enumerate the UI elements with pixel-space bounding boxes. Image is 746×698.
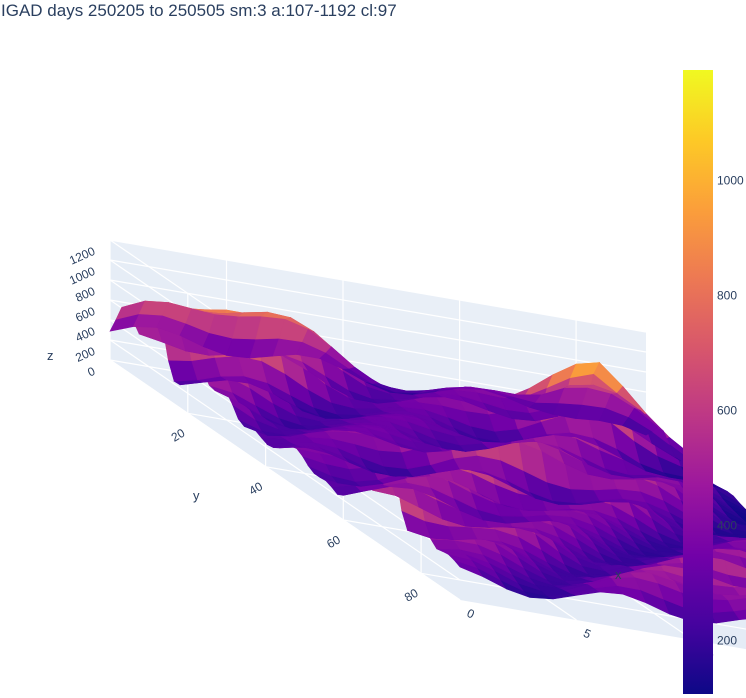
colorbar-tick-label: 400 xyxy=(717,519,737,533)
colorbar-tick-label: 200 xyxy=(717,634,737,648)
colorbar-gradient xyxy=(683,70,713,694)
colorbar-tick-label: 1000 xyxy=(717,173,744,187)
z-tick-label: 600 xyxy=(73,304,97,325)
x-axis-title: x xyxy=(615,567,622,582)
z-tick-label: 1200 xyxy=(67,244,97,268)
x-tick-label: 5 xyxy=(581,626,593,642)
colorbar: 200 400 600 800 1000 xyxy=(683,70,744,694)
surface-cell xyxy=(733,585,746,596)
x-tick-label: 0 xyxy=(465,606,477,622)
z-tick-label: 400 xyxy=(73,324,97,345)
z-tick-label: 800 xyxy=(73,284,97,305)
plot-scene[interactable]: 0510152020406080020040060080010001200 z … xyxy=(47,239,746,698)
z-tick-label: 200 xyxy=(73,344,97,365)
y-tick-label: 60 xyxy=(324,532,343,551)
y-tick-label: 40 xyxy=(247,479,266,498)
surface-cell xyxy=(733,509,746,518)
surface-cell xyxy=(733,546,746,553)
z-tick-label: 0 xyxy=(85,364,97,380)
surface-cell xyxy=(738,555,746,569)
surface-cell xyxy=(622,417,653,436)
colorbar-ticks: 200 400 600 800 1000 xyxy=(717,173,744,647)
surface-cell xyxy=(733,533,746,538)
surface-cell xyxy=(733,608,746,621)
y-tick-label: 20 xyxy=(169,426,188,445)
surface-mesh xyxy=(109,300,746,624)
z-axis-title: z xyxy=(47,348,54,363)
colorbar-tick-label: 600 xyxy=(717,404,737,418)
chart-title: IGAD days 250205 to 250505 sm:3 a:107-11… xyxy=(1,1,397,20)
colorbar-tick-label: 800 xyxy=(717,288,737,302)
y-axis-title: y xyxy=(193,488,200,503)
y-tick-label: 80 xyxy=(402,586,421,605)
